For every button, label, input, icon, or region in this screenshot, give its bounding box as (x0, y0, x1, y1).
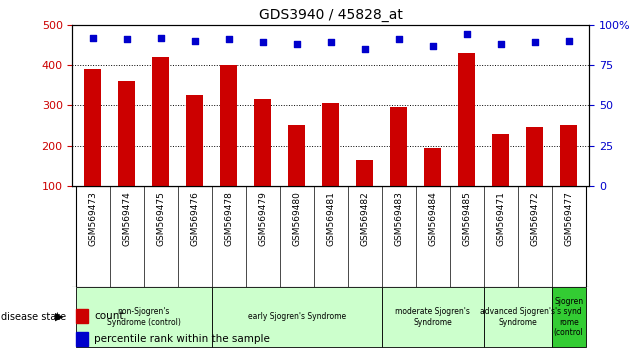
Text: count: count (94, 311, 123, 321)
Text: GSM569474: GSM569474 (122, 191, 131, 246)
Text: GSM569482: GSM569482 (360, 191, 369, 246)
Text: GSM569480: GSM569480 (292, 191, 301, 246)
Text: GSM569471: GSM569471 (496, 191, 505, 246)
Bar (84, 69, 101, 226)
Text: GSM569477: GSM569477 (564, 191, 573, 246)
Text: GSM569484: GSM569484 (428, 191, 437, 246)
Bar (458, 53, 475, 226)
Text: GSM569475: GSM569475 (156, 191, 165, 246)
Bar (118, 81, 135, 226)
Bar (76, 287, 212, 347)
Bar (212, 287, 382, 347)
Bar (186, 95, 203, 226)
Bar (560, 125, 577, 226)
Point (564, 38, 574, 44)
Point (496, 41, 506, 47)
Bar (484, 287, 552, 347)
Text: non-Sjogren's
Syndrome (control): non-Sjogren's Syndrome (control) (107, 307, 181, 326)
Text: GSM569479: GSM569479 (258, 191, 267, 246)
Point (394, 36, 404, 42)
Bar (390, 107, 407, 226)
Text: disease state: disease state (1, 312, 66, 322)
Bar (152, 57, 169, 226)
Text: GSM569483: GSM569483 (394, 191, 403, 246)
Text: GSM569473: GSM569473 (88, 191, 98, 246)
Point (428, 43, 438, 48)
Bar (76, 332, 88, 346)
Point (258, 40, 268, 45)
Point (88, 35, 98, 40)
Bar (526, 127, 543, 226)
Text: GSM569476: GSM569476 (190, 191, 199, 246)
Bar (220, 65, 238, 226)
Bar (492, 134, 509, 226)
Bar (382, 287, 484, 347)
Point (360, 46, 370, 52)
Point (462, 32, 472, 37)
Text: ▶: ▶ (55, 312, 64, 322)
Bar (424, 148, 441, 226)
Point (530, 40, 540, 45)
Text: early Sjogren's Syndrome: early Sjogren's Syndrome (248, 312, 346, 321)
Text: advanced Sjogren's
Syndrome: advanced Sjogren's Syndrome (480, 307, 555, 326)
Bar (255, 99, 272, 226)
Text: GSM569478: GSM569478 (224, 191, 233, 246)
Point (190, 38, 200, 44)
Bar (289, 125, 306, 226)
Text: moderate Sjogren's
Syndrome: moderate Sjogren's Syndrome (395, 307, 470, 326)
Text: GSM569485: GSM569485 (462, 191, 471, 246)
Point (292, 41, 302, 47)
Text: GSM569481: GSM569481 (326, 191, 335, 246)
Bar (76, 309, 88, 323)
Point (156, 35, 166, 40)
Bar (356, 160, 373, 226)
Bar (323, 103, 339, 226)
Text: percentile rank within the sample: percentile rank within the sample (94, 334, 270, 344)
Title: GDS3940 / 45828_at: GDS3940 / 45828_at (259, 8, 403, 22)
Bar (552, 287, 586, 347)
Text: Sjogren
's synd
rome
(control: Sjogren 's synd rome (control (554, 297, 583, 337)
Point (224, 36, 234, 42)
Text: GSM569472: GSM569472 (530, 191, 539, 246)
Point (326, 40, 336, 45)
Point (122, 36, 132, 42)
